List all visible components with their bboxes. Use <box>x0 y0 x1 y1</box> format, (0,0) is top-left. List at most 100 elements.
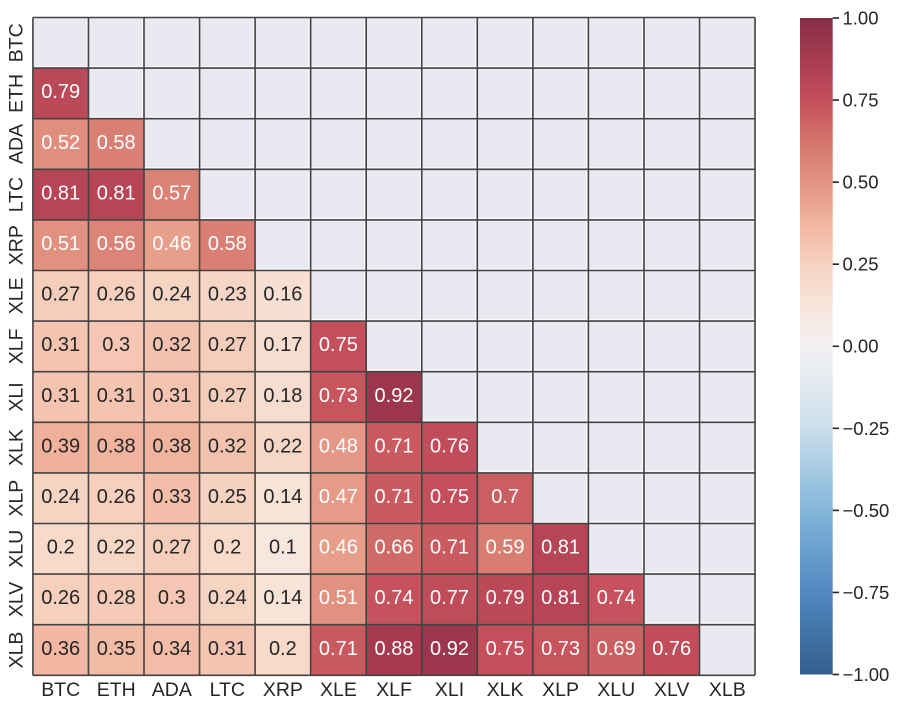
svg-text:ADA: ADA <box>6 124 28 164</box>
svg-text:XLF: XLF <box>376 679 412 701</box>
svg-text:0.27: 0.27 <box>152 537 191 559</box>
svg-text:0.79: 0.79 <box>41 81 80 103</box>
svg-text:BTC: BTC <box>6 23 28 62</box>
svg-text:XLE: XLE <box>320 679 357 701</box>
svg-text:XLP: XLP <box>542 679 579 701</box>
svg-text:−0.25: −0.25 <box>843 418 890 439</box>
svg-text:0.73: 0.73 <box>319 385 358 407</box>
svg-text:0.73: 0.73 <box>541 638 580 660</box>
svg-text:0.32: 0.32 <box>208 435 247 457</box>
svg-text:0.27: 0.27 <box>208 334 247 356</box>
svg-text:0.14: 0.14 <box>263 486 302 508</box>
svg-text:0.88: 0.88 <box>375 638 414 660</box>
svg-text:0.46: 0.46 <box>152 233 191 255</box>
svg-text:0.26: 0.26 <box>97 486 136 508</box>
svg-text:0.31: 0.31 <box>97 385 136 407</box>
svg-text:LTC: LTC <box>6 177 28 212</box>
svg-text:0.35: 0.35 <box>97 638 136 660</box>
svg-text:0.92: 0.92 <box>375 385 414 407</box>
svg-text:0.76: 0.76 <box>652 638 691 660</box>
svg-text:0.56: 0.56 <box>97 233 136 255</box>
svg-text:0.92: 0.92 <box>430 638 469 660</box>
svg-text:0.69: 0.69 <box>597 638 636 660</box>
svg-text:XLP: XLP <box>6 480 28 517</box>
svg-text:XLE: XLE <box>6 277 28 314</box>
svg-text:0.31: 0.31 <box>41 385 80 407</box>
svg-text:0.24: 0.24 <box>41 486 80 508</box>
svg-text:0.46: 0.46 <box>319 537 358 559</box>
svg-text:XLK: XLK <box>487 679 524 701</box>
svg-text:0.66: 0.66 <box>375 537 414 559</box>
svg-text:0.59: 0.59 <box>486 537 525 559</box>
svg-text:0.50: 0.50 <box>843 172 879 193</box>
svg-text:0.75: 0.75 <box>319 334 358 356</box>
svg-text:LTC: LTC <box>210 679 245 701</box>
svg-text:0.71: 0.71 <box>430 537 469 559</box>
svg-text:0.31: 0.31 <box>41 334 80 356</box>
svg-text:0.77: 0.77 <box>430 587 469 609</box>
svg-text:0.23: 0.23 <box>208 284 247 306</box>
svg-text:0.24: 0.24 <box>208 587 247 609</box>
svg-text:XLB: XLB <box>6 632 28 669</box>
svg-text:ETH: ETH <box>6 74 28 113</box>
svg-text:XRP: XRP <box>6 225 28 265</box>
svg-text:0.74: 0.74 <box>597 587 636 609</box>
svg-text:0.52: 0.52 <box>41 132 80 154</box>
svg-text:0.2: 0.2 <box>213 537 241 559</box>
svg-text:XLI: XLI <box>6 382 28 411</box>
svg-text:0.74: 0.74 <box>375 587 414 609</box>
svg-text:0.7: 0.7 <box>491 486 519 508</box>
svg-text:0.81: 0.81 <box>41 182 80 204</box>
svg-text:0.38: 0.38 <box>97 435 136 457</box>
svg-text:0.22: 0.22 <box>97 537 136 559</box>
svg-text:0.26: 0.26 <box>41 587 80 609</box>
svg-text:XLI: XLI <box>435 679 464 701</box>
svg-text:0.38: 0.38 <box>152 435 191 457</box>
svg-text:XRP: XRP <box>263 679 303 701</box>
svg-text:0.31: 0.31 <box>152 385 191 407</box>
svg-text:0.79: 0.79 <box>486 587 525 609</box>
svg-text:0.33: 0.33 <box>152 486 191 508</box>
svg-text:0.51: 0.51 <box>319 587 358 609</box>
svg-text:−0.75: −0.75 <box>843 582 890 603</box>
svg-text:0.75: 0.75 <box>843 90 879 111</box>
svg-text:0.36: 0.36 <box>41 638 80 660</box>
svg-text:0.81: 0.81 <box>97 182 136 204</box>
svg-text:0.39: 0.39 <box>41 435 80 457</box>
svg-text:0.17: 0.17 <box>263 334 302 356</box>
svg-text:XLB: XLB <box>709 679 746 701</box>
svg-text:0.27: 0.27 <box>41 284 80 306</box>
svg-text:XLV: XLV <box>6 582 28 617</box>
svg-text:0.57: 0.57 <box>152 182 191 204</box>
svg-text:0.48: 0.48 <box>319 435 358 457</box>
svg-text:0.75: 0.75 <box>486 638 525 660</box>
svg-text:0.18: 0.18 <box>263 385 302 407</box>
svg-text:0.71: 0.71 <box>375 435 414 457</box>
svg-text:1.00: 1.00 <box>843 8 879 29</box>
svg-text:0.24: 0.24 <box>152 284 191 306</box>
svg-text:0.3: 0.3 <box>102 334 130 356</box>
svg-text:ADA: ADA <box>152 679 192 701</box>
svg-text:0.3: 0.3 <box>158 587 186 609</box>
svg-text:0.31: 0.31 <box>208 638 247 660</box>
svg-text:0.81: 0.81 <box>541 587 580 609</box>
svg-text:0.76: 0.76 <box>430 435 469 457</box>
svg-text:0.1: 0.1 <box>269 537 297 559</box>
svg-text:0.47: 0.47 <box>319 486 358 508</box>
svg-text:−0.50: −0.50 <box>843 500 890 521</box>
svg-text:0.22: 0.22 <box>263 435 302 457</box>
svg-text:0.25: 0.25 <box>208 486 247 508</box>
svg-text:0.14: 0.14 <box>263 587 302 609</box>
svg-text:0.75: 0.75 <box>430 486 469 508</box>
svg-text:0.00: 0.00 <box>843 336 879 357</box>
svg-text:ETH: ETH <box>97 679 136 701</box>
svg-text:XLU: XLU <box>597 679 635 701</box>
svg-text:−1.00: −1.00 <box>843 664 890 685</box>
svg-text:0.26: 0.26 <box>97 284 136 306</box>
svg-text:XLF: XLF <box>6 328 28 364</box>
svg-text:0.71: 0.71 <box>319 638 358 660</box>
svg-text:0.25: 0.25 <box>843 254 879 275</box>
svg-text:0.58: 0.58 <box>208 233 247 255</box>
svg-text:0.16: 0.16 <box>263 284 302 306</box>
svg-text:BTC: BTC <box>41 679 80 701</box>
